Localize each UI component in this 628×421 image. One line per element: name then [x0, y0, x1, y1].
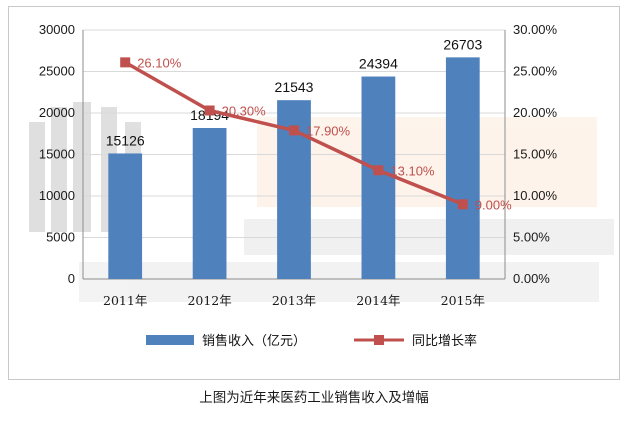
bar	[192, 127, 227, 279]
line-point	[373, 165, 384, 176]
y-left-tick-label: 10000	[39, 188, 75, 203]
legend-bar-label: 销售收入（亿元）	[202, 333, 306, 349]
y-left-tick-label: 20000	[39, 105, 75, 120]
legend-line-label: 同比增长率	[412, 333, 477, 349]
chart-frame: 1512618194215432439426703 26.10%20.30%17…	[8, 6, 620, 380]
y-right-tick-label: 30.00%	[513, 22, 558, 37]
y-left-tick-label: 30000	[39, 22, 75, 37]
caption: 上图为近年来医药工业销售收入及增幅	[199, 390, 429, 406]
x-tick-label: 2015年	[441, 293, 485, 308]
legend: 销售收入（亿元） 同比增长率	[146, 333, 477, 349]
y-right-tick-label: 10.00%	[513, 188, 558, 203]
line-value-label: 20.30%	[222, 104, 267, 119]
y-right-tick-label: 25.00%	[513, 64, 558, 79]
line-point	[120, 57, 131, 68]
line-value-label: 26.10%	[137, 55, 182, 70]
x-tick-label: 2011年	[103, 293, 147, 308]
y-left-tick-label: 5000	[46, 230, 75, 245]
y-right-tick-label: 20.00%	[513, 105, 558, 120]
x-tick-label: 2014年	[356, 293, 400, 308]
line-point	[457, 199, 468, 210]
bar-value-label: 26703	[443, 36, 482, 52]
x-tick-label: 2012年	[187, 293, 231, 308]
y-left-tick-label: 0	[68, 271, 75, 286]
y-right-tick-label: 5.00%	[513, 230, 550, 245]
bar	[361, 76, 396, 279]
line-value-label: 9.00%	[475, 197, 512, 212]
line-value-label: 13.10%	[390, 163, 435, 178]
legend-line-marker	[374, 335, 384, 345]
bar	[445, 57, 480, 280]
y-right-tick-label: 0.00%	[513, 271, 550, 286]
line-point	[204, 105, 215, 116]
line-value-label: 17.90%	[306, 123, 351, 138]
chart: 1512618194215432439426703 26.10%20.30%17…	[29, 22, 614, 349]
x-tick-label: 2013年	[272, 293, 316, 308]
bar-value-label: 24394	[359, 56, 398, 72]
bar-value-label: 15126	[106, 132, 145, 148]
legend-bar-swatch	[146, 335, 194, 345]
bar-value-label: 21543	[275, 79, 314, 95]
bar	[108, 153, 143, 279]
line-point	[289, 125, 299, 136]
y-left-tick-label: 15000	[39, 147, 75, 162]
y-right-tick-label: 15.00%	[513, 147, 558, 162]
y-left-tick-label: 25000	[39, 64, 75, 79]
